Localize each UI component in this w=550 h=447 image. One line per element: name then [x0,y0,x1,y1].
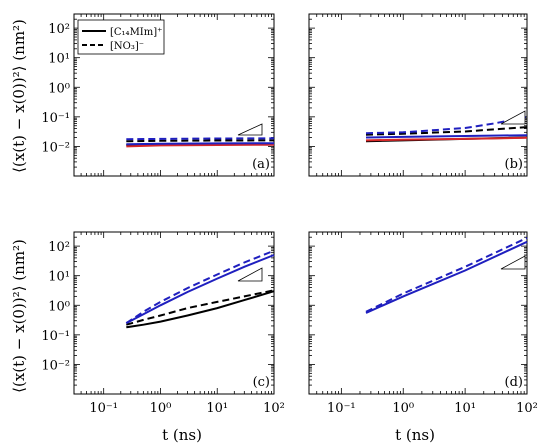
x-tick-label: 10¹ [454,401,476,416]
y-tick-label: 10² [48,22,70,37]
y-tick-label: 10¹ [48,52,70,67]
panel-label: (a) [252,157,270,172]
y-tick-label: 10⁻¹ [41,329,70,344]
legend-label: [C₁₄MIm]⁺ [110,27,162,38]
panel-label: (b) [505,157,523,172]
x-tick-label: 10⁻¹ [89,401,118,416]
slope-triangle [500,110,526,125]
ylabel-bottom: ⟨(x(t) − x(0))²⟩ (nm²) [10,239,28,393]
x-tick-label: 10² [263,401,285,416]
series-line-5 [365,115,528,135]
series-line-2 [365,136,528,142]
panel-a: 10⁻² 10⁻¹ 10⁰ 10¹ 10² (a) [C₁₄MIm]⁺ [NO₃]⁻ [41,13,275,177]
plot-frame [308,13,528,177]
x-tick-label: 10⁰ [392,401,414,416]
plot-frame [73,231,275,395]
series-line-4 [365,126,528,136]
y-tick-label: 10⁰ [48,81,70,96]
x-tick-label: 10¹ [206,401,228,416]
y-tick-label: 10⁻¹ [41,111,70,126]
series-line-4 [126,139,275,143]
y-tick-label: 10² [48,240,70,255]
series-line-3 [365,134,528,139]
y-tick-label: 10⁻² [41,140,70,155]
plot-frame [73,13,275,177]
xlabel-left: t (ns) [162,426,202,444]
panel-c: 10⁻¹ 10⁰ 10¹ 10² 10⁻² 10⁻¹ 10⁰ 10¹ 10² (c) [41,231,285,416]
x-tick-label: 10⁰ [150,401,172,416]
series-line-2 [126,143,275,148]
series-line-3 [125,254,275,324]
series-line-4 [125,249,275,324]
panel-b: (b) [308,13,528,177]
xlabel-right: t (ns) [395,426,435,444]
slope-triangle [237,267,263,282]
series-line-1 [365,240,528,314]
slope-triangle [237,123,263,136]
legend-box [77,19,165,55]
series-line-1 [126,290,275,329]
y-tick-label: 10⁰ [48,299,70,314]
series-line-5 [126,137,275,141]
slope-triangle [500,255,526,270]
plot-frame [308,231,528,395]
y-tick-label: 10¹ [48,270,70,285]
series-line-2 [126,289,275,326]
series-line-2 [365,236,528,313]
panel-label: (d) [505,375,523,390]
legend-label: [NO₃]⁻ [110,41,144,52]
series-line-3 [126,142,275,146]
x-tick-label: 10² [516,401,538,416]
x-tick-label: 10⁻¹ [327,401,356,416]
ylabel-top: ⟨(x(t) − x(0))²⟩ (nm²) [10,19,28,173]
panel-label: (c) [253,375,270,390]
y-tick-label: 10⁻² [41,358,70,373]
panel-d: 10⁻¹ 10⁰ 10¹ 10² (d) [308,231,538,416]
